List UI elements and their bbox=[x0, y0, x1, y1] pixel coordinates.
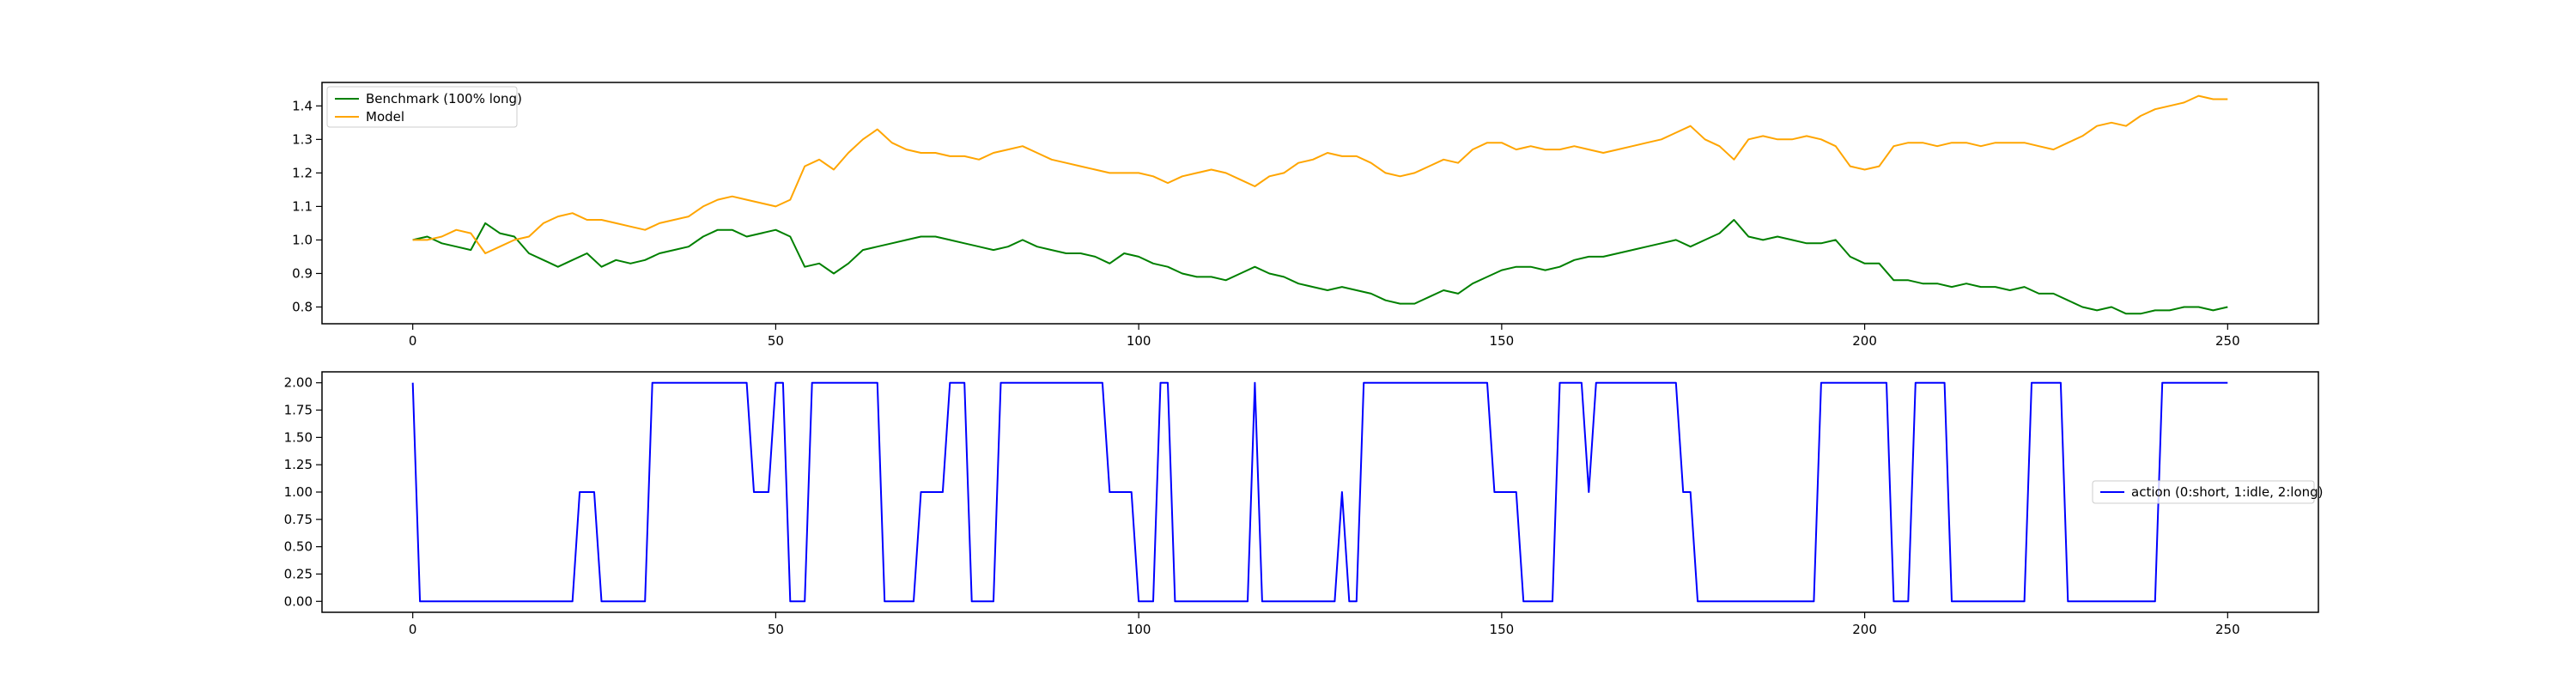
top-chart-panel: 0 50 100 150 200 250 0.8 0.9 1.0 1.1 1.2 1.3 1.4 Be… bbox=[292, 82, 2319, 349]
top-chart-y-axis: 0.8 0.9 1.0 1.1 1.2 1.3 1.4 bbox=[292, 98, 322, 314]
top-chart-legend: Benchmark (100% long) Model bbox=[326, 86, 522, 128]
bottom-y-tick-label-7: 1.75 bbox=[284, 403, 313, 418]
legend-label-model: Model bbox=[366, 109, 404, 125]
bottom-chart-y-axis: 0.00 0.25 0.50 0.75 1.00 1.25 1.50 1.75 2.00 bbox=[284, 375, 322, 609]
top-chart-legend-box bbox=[326, 86, 518, 128]
legend-label-benchmark: Benchmark (100% long) bbox=[366, 91, 522, 106]
top-y-tick-label-4: 1.2 bbox=[292, 165, 313, 180]
bottom-series-line-0 bbox=[411, 381, 2228, 603]
top-y-tick-label-2: 1.0 bbox=[292, 232, 313, 247]
top-y-tick-label-6: 1.4 bbox=[292, 98, 313, 113]
top-y-tick-label-1: 0.9 bbox=[292, 265, 313, 281]
bottom-y-tick-label-8: 2.00 bbox=[284, 375, 313, 391]
bottom-x-tick-label-2: 100 bbox=[1127, 622, 1151, 637]
legend-label-action: action (0:short, 1:idle, 2:long) bbox=[2131, 484, 2324, 500]
top-chart-x-axis: 0 50 100 150 200 250 bbox=[409, 324, 2240, 349]
top-series-line-0 bbox=[412, 219, 2228, 315]
top-chart-axes-frame bbox=[321, 82, 2319, 325]
top-series-line-1 bbox=[412, 94, 2228, 254]
top-y-tick-label-3: 1.1 bbox=[292, 198, 313, 214]
bottom-x-tick-label-4: 200 bbox=[1852, 622, 1877, 637]
bottom-y-tick-label-2: 0.50 bbox=[284, 539, 313, 555]
bottom-chart-legend: action (0:short, 1:idle, 2:long) bbox=[2092, 480, 2324, 504]
bottom-y-tick-label-5: 1.25 bbox=[284, 457, 313, 472]
top-chart-lines bbox=[412, 94, 2228, 315]
bottom-y-tick-label-0: 0.00 bbox=[284, 593, 313, 609]
top-x-tick-label-3: 150 bbox=[1490, 333, 1515, 349]
top-x-tick-label-0: 0 bbox=[409, 333, 417, 349]
top-x-tick-label-2: 100 bbox=[1127, 333, 1151, 349]
top-x-tick-label-5: 250 bbox=[2215, 333, 2240, 349]
top-y-tick-label-5: 1.3 bbox=[292, 131, 313, 147]
bottom-chart-legend-box bbox=[2092, 480, 2315, 504]
bottom-y-tick-label-1: 0.25 bbox=[284, 566, 313, 581]
top-y-tick-label-0: 0.8 bbox=[292, 299, 313, 314]
bottom-y-tick-label-3: 0.75 bbox=[284, 512, 313, 527]
bottom-x-tick-label-1: 50 bbox=[768, 622, 784, 637]
top-x-tick-label-1: 50 bbox=[768, 333, 784, 349]
bottom-chart-x-axis: 0 50 100 150 200 250 bbox=[409, 612, 2240, 637]
bottom-x-tick-label-5: 250 bbox=[2215, 622, 2240, 637]
bottom-y-tick-label-4: 1.00 bbox=[284, 484, 313, 500]
bottom-x-tick-label-3: 150 bbox=[1490, 622, 1515, 637]
bottom-x-tick-label-0: 0 bbox=[409, 622, 417, 637]
top-x-tick-label-4: 200 bbox=[1852, 333, 1877, 349]
bottom-chart-panel: 0 50 100 150 200 250 0.00 0.25 0.50 0.75 1.00 1.25… bbox=[284, 371, 2324, 637]
bottom-y-tick-label-6: 1.50 bbox=[284, 429, 313, 445]
bottom-chart-lines bbox=[411, 381, 2228, 603]
